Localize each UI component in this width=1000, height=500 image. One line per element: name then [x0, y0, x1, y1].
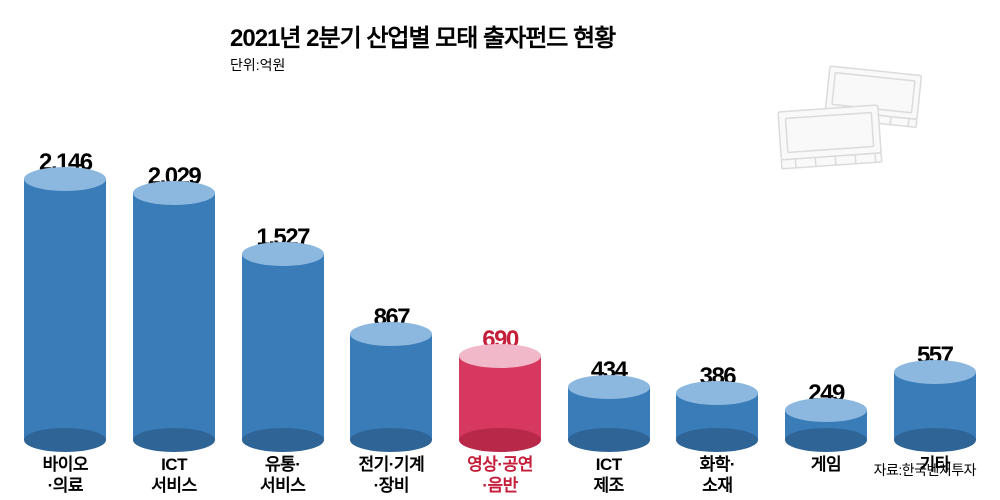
bar-1: 2,029: [129, 163, 220, 440]
bar-cylinder-5: [568, 387, 650, 440]
bar-cylinder-8: [894, 372, 976, 440]
bar-4: 690: [455, 326, 546, 440]
bar-cylinder-3: [350, 334, 432, 440]
bar-label-5: ICT 제조: [563, 454, 654, 497]
bar-2: 1,527: [237, 224, 328, 440]
x-axis-labels: 바이오 ·의료 ICT 서비스 유통· 서비스 전기·기계 ·장비 영상·공연 ·음반 I…: [20, 454, 980, 497]
bar-cylinder-4: [459, 356, 541, 440]
bar-3: 867: [346, 304, 437, 440]
chart-source: 자료:한국벤처투자: [874, 460, 976, 480]
bar-cylinder-7: [785, 410, 867, 440]
bar-8: 557: [889, 342, 980, 440]
bar-cylinder-2: [242, 254, 324, 440]
bar-5: 434: [563, 357, 654, 440]
chart-title: 2021년 2분기 산업별 모태 출자펀드 현황: [230, 18, 615, 53]
bar-label-2: 유통· 서비스: [237, 454, 328, 497]
bar-label-4: 영상·공연 ·음반: [455, 454, 546, 497]
bar-6: 386: [672, 363, 763, 440]
bar-label-7: 게임: [781, 454, 872, 497]
bar-label-3: 전기·기계 ·장비: [346, 454, 437, 497]
bar-chart: 2,1462,0291,527867690434386 249 557: [20, 90, 980, 440]
bar-label-1: ICT 서비스: [129, 454, 220, 497]
bar-label-6: 화학· 소재: [672, 454, 763, 497]
chart-unit: 단위:억원: [230, 55, 615, 75]
bar-7: 249: [781, 380, 872, 440]
bar-cylinder-0: [24, 179, 106, 440]
bar-0: 2,146: [20, 149, 111, 440]
bar-cylinder-6: [676, 393, 758, 440]
bar-label-0: 바이오 ·의료: [20, 454, 111, 497]
bar-cylinder-1: [133, 193, 215, 440]
